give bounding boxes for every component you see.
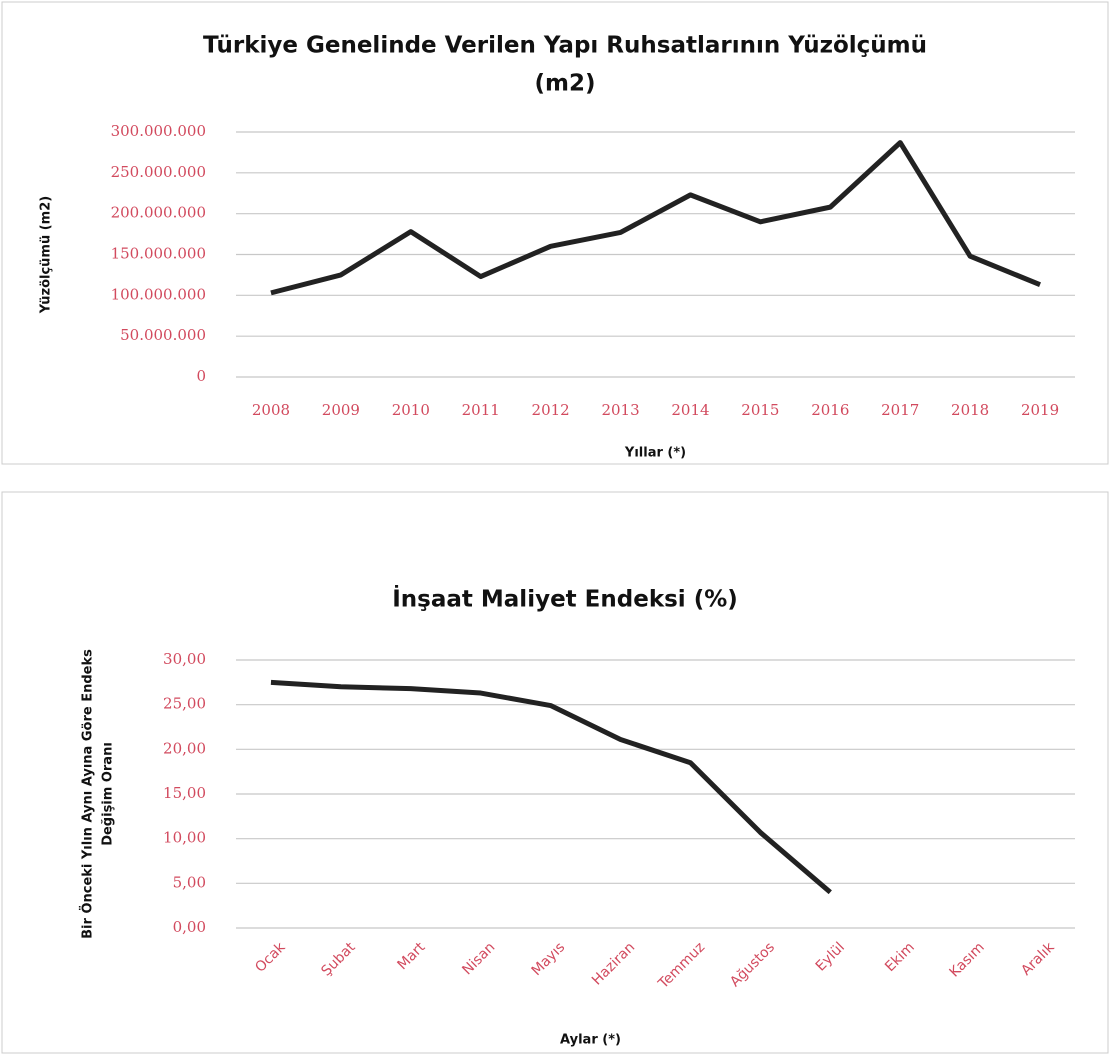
- x-tick-label: Nisan: [459, 939, 498, 978]
- x-tick-label: Ocak: [252, 939, 289, 976]
- chart-title: (m2): [535, 71, 596, 97]
- x-tick-label: 2011: [462, 401, 500, 419]
- x-tick-label: Aralık: [1018, 939, 1058, 979]
- chart-title: İnşaat Maliyet Endeksi (%): [392, 585, 738, 613]
- y-tick-label: 250.000.000: [111, 163, 206, 181]
- y-tick-label: 150.000.000: [111, 245, 206, 263]
- x-tick-label: 2016: [811, 401, 849, 419]
- y-axis-label: Bir Önceki Yılın Aynı Ayına Göre Endeks: [80, 649, 96, 939]
- x-tick-label: 2010: [392, 401, 430, 419]
- panel: [1, 491, 1109, 1054]
- x-tick-label: 2014: [671, 401, 709, 419]
- x-tick-label: 2008: [252, 401, 290, 419]
- x-tick-label: 2018: [951, 401, 989, 419]
- x-tick-label: Şubat: [318, 939, 358, 979]
- panel: [1, 1, 1109, 465]
- x-tick-label: Ekim: [882, 939, 918, 975]
- y-tick-label: 50.000.000: [120, 326, 206, 344]
- y-tick-label: 300.000.000: [111, 122, 206, 140]
- x-tick-label: 2009: [322, 401, 360, 419]
- x-tick-label: Mart: [395, 939, 429, 973]
- y-tick-label: 15,00: [163, 784, 206, 802]
- y-tick-label: 0: [196, 367, 206, 385]
- x-tick-label: 2017: [881, 401, 919, 419]
- x-tick-label: Haziran: [589, 939, 638, 988]
- y-tick-label: 100.000.000: [111, 285, 206, 303]
- y-tick-label: 0,00: [173, 918, 206, 936]
- y-tick-label: 10,00: [163, 829, 206, 847]
- x-tick-label: 2015: [741, 401, 779, 419]
- x-axis-label: Aylar (*): [560, 1033, 621, 1048]
- x-tick-label: Eylül: [813, 939, 848, 974]
- x-tick-label: 2013: [601, 401, 639, 419]
- x-tick-label: Ağustos: [727, 939, 778, 990]
- x-tick-label: 2019: [1021, 401, 1059, 419]
- y-tick-label: 200.000.000: [111, 204, 206, 222]
- series-line: [270, 679, 832, 895]
- y-tick-label: 25,00: [163, 695, 206, 713]
- y-axis-label: Yüzölçümü (m2): [39, 196, 54, 314]
- x-tick-label: 2012: [532, 401, 570, 419]
- y-axis-label: Değişim Oranı: [101, 742, 116, 846]
- y-tick-label: 30,00: [163, 650, 206, 668]
- x-tick-label: Kasım: [947, 939, 988, 980]
- x-tick-label: Temmuz: [655, 939, 708, 992]
- y-tick-label: 20,00: [163, 739, 206, 757]
- x-tick-label: Mayıs: [529, 939, 569, 979]
- series-line: [270, 140, 1041, 296]
- y-tick-label: 5,00: [173, 873, 206, 891]
- chart-title: Türkiye Genelinde Verilen Yapı Ruhsatlar…: [203, 33, 927, 59]
- x-axis-label: Yıllar (*): [624, 446, 686, 461]
